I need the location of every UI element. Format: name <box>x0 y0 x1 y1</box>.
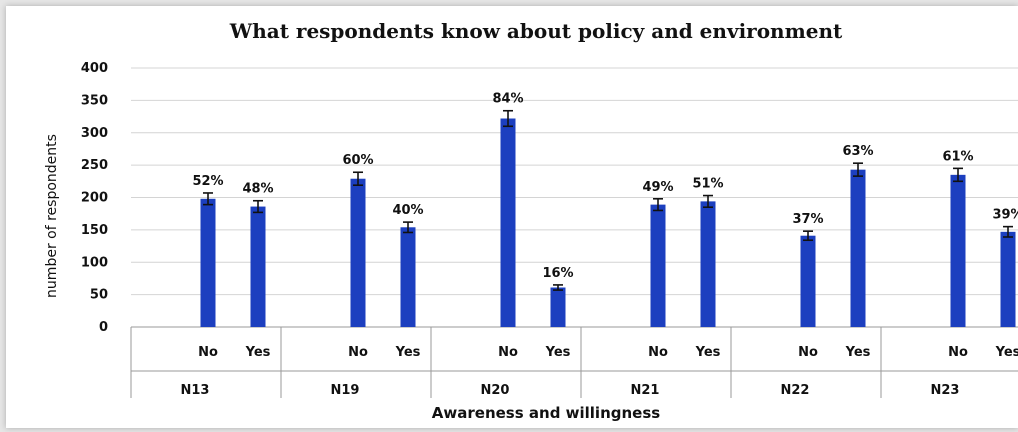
error-bars <box>203 109 1013 291</box>
group-label: N13 <box>181 383 210 398</box>
category-label: No <box>948 345 968 360</box>
bar <box>250 206 266 327</box>
category-label: Yes <box>395 345 421 360</box>
data-label: 51% <box>692 177 723 192</box>
bar <box>800 235 816 327</box>
category-label: Yes <box>995 345 1018 360</box>
bar <box>950 174 966 327</box>
group-label: N23 <box>931 383 960 398</box>
y-tick-label: 50 <box>90 288 108 303</box>
data-label: 60% <box>342 153 373 168</box>
bar <box>200 198 216 327</box>
y-axis-label: number of respondents <box>44 134 60 298</box>
category-axis: N13 No Yes N19 No Yes N20 No Yes N21 No Yes N22 No Yes… <box>130 327 1018 398</box>
bar <box>500 118 516 327</box>
y-tick-label: 300 <box>81 126 108 141</box>
category-label: Yes <box>845 345 871 360</box>
data-label: 61% <box>942 149 973 164</box>
bar <box>550 287 566 327</box>
y-tick-label: 400 <box>81 61 108 76</box>
bar-chart: What respondents know about policy and e… <box>44 19 1018 422</box>
x-axis-label: Awareness and willingness <box>432 404 660 422</box>
category-label: Yes <box>545 345 571 360</box>
data-label: 48% <box>242 182 273 197</box>
category-label: No <box>348 345 368 360</box>
y-tick-label: 100 <box>81 255 108 270</box>
bar <box>650 204 666 327</box>
bar <box>850 169 866 327</box>
data-labels: 52% 48% 60% 40% 84% 16% 49% 51% 37% 63% 61% 39% <box>192 92 1018 281</box>
data-label: 37% <box>792 212 823 227</box>
bar <box>1000 231 1016 327</box>
data-label: 52% <box>192 174 223 189</box>
group-label: N21 <box>631 383 660 398</box>
bar <box>350 178 366 327</box>
data-label: 16% <box>542 266 573 281</box>
group-label: N20 <box>481 383 510 398</box>
chart-title: What respondents know about policy and e… <box>229 19 843 43</box>
group-label: N19 <box>331 383 360 398</box>
data-label: 84% <box>492 92 523 107</box>
data-label: 40% <box>392 203 423 218</box>
category-label: No <box>798 345 818 360</box>
y-tick-label: 150 <box>81 223 108 238</box>
y-tick-labels: 0 50 100 150 200 250 300 350 400 <box>81 61 108 335</box>
gridlines <box>131 67 1018 328</box>
data-label: 49% <box>642 180 673 195</box>
bar <box>400 227 416 327</box>
bars <box>200 118 1016 327</box>
category-label: No <box>648 345 668 360</box>
group-label: N22 <box>781 383 810 398</box>
bar <box>700 201 716 327</box>
chart-frame: What respondents know about policy and e… <box>6 6 1018 428</box>
category-label: No <box>498 345 518 360</box>
y-tick-label: 250 <box>81 158 108 173</box>
y-tick-label: 350 <box>81 93 108 108</box>
category-label: Yes <box>695 345 721 360</box>
y-tick-label: 0 <box>99 320 108 335</box>
data-label: 63% <box>842 144 873 159</box>
y-tick-label: 200 <box>81 191 108 206</box>
category-label: No <box>198 345 218 360</box>
category-label: Yes <box>245 345 271 360</box>
data-label: 39% <box>992 208 1018 223</box>
